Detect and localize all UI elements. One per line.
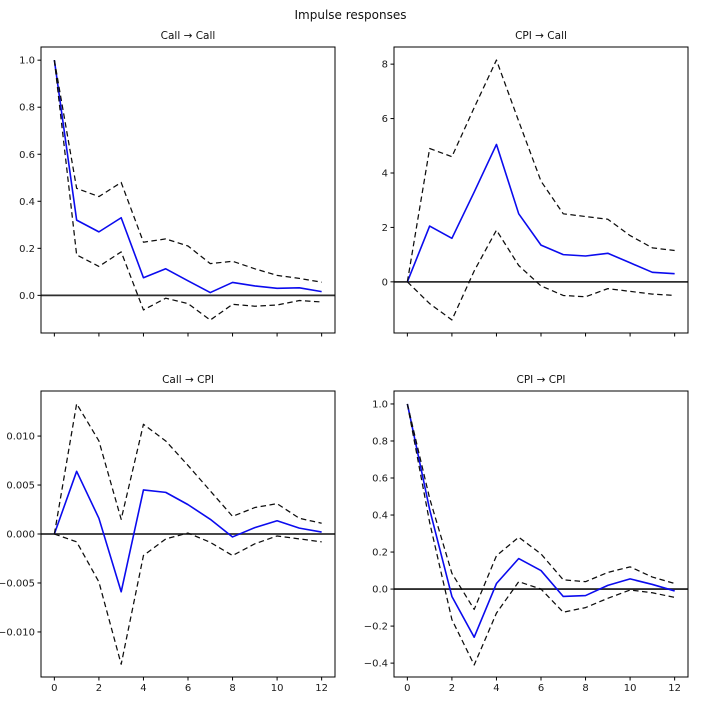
panel-cpi-to-cpi: 0 2 4 6 8 10 12 −0.4 −0.2 0.0 0.2 0.4 0.6 0.8 1.0 [364, 390, 689, 694]
x-tick-label: 10 [271, 683, 284, 694]
y-tick-label: 0.8 [372, 436, 388, 447]
ci-upper-line [406, 403, 675, 611]
subplot-title-cpi-cpi: CPI → CPI [516, 374, 566, 386]
ci-upper-line [53, 403, 322, 535]
subplot-title-cpi-call: CPI → Call [515, 30, 567, 42]
subplot-title-call-call: Call → Call [160, 30, 216, 42]
y-tick-label: 0 [382, 277, 388, 288]
y-tick-label: 0.0 [372, 585, 388, 596]
y-tick-label: 6 [382, 114, 388, 125]
x-tick-label: 10 [624, 683, 637, 694]
ci-lower-line [53, 60, 322, 321]
irf-line [53, 470, 322, 593]
panel-call-to-cpi: 0 2 4 6 8 10 12 −0.010 −0.005 0.000 0.005 0.010 [0, 390, 336, 694]
x-tick-label: 0 [404, 683, 410, 694]
x-tick-label: 12 [315, 683, 328, 694]
subplot-title-call-cpi: Call → CPI [162, 374, 214, 386]
ci-lower-line [54, 532, 322, 665]
irf-line [406, 143, 675, 283]
x-tick-label: 8 [582, 683, 588, 694]
y-tick-label: 0.2 [19, 244, 35, 255]
x-tick-label: 8 [229, 683, 235, 694]
irf-line [406, 403, 675, 639]
ci-lower-line [406, 229, 675, 321]
x-tick-label: 2 [96, 683, 102, 694]
axis-frame [393, 46, 689, 334]
y-tick-label: −0.2 [364, 622, 388, 633]
x-tick-label: 6 [538, 683, 544, 694]
panel-call-to-call: 0.0 0.2 0.4 0.6 0.8 1.0 [19, 46, 336, 337]
y-tick-label: 0.6 [19, 150, 35, 161]
y-tick-label: 1.0 [372, 399, 388, 410]
y-tick-label: 0.010 [6, 432, 35, 443]
x-tick-label: 4 [140, 683, 146, 694]
y-tick-label: 0.8 [19, 103, 35, 114]
y-tick-label: 8 [382, 60, 388, 71]
panel-cpi-to-call: 0 2 4 6 8 [382, 46, 689, 337]
y-tick-label: 1.0 [19, 56, 35, 67]
y-tick-label: 0.6 [372, 474, 388, 485]
y-tick-label: 0.0 [19, 291, 35, 302]
y-tick-label: −0.4 [364, 659, 388, 670]
x-tick-label: 2 [449, 683, 455, 694]
figure-title: Impulse responses [294, 8, 407, 22]
x-tick-label: 12 [668, 683, 681, 694]
y-tick-label: 0.000 [6, 530, 35, 541]
ci-upper-line [53, 60, 322, 283]
x-tick-label: 0 [51, 683, 57, 694]
ci-lower-line [406, 403, 675, 666]
y-tick-label: 0.005 [6, 481, 35, 492]
y-tick-label: −0.010 [0, 627, 35, 638]
y-tick-label: 0.4 [372, 511, 388, 522]
y-tick-label: 0.2 [372, 548, 388, 559]
ci-upper-line [406, 59, 675, 282]
y-tick-label: −0.005 [0, 578, 35, 589]
x-tick-label: 6 [185, 683, 191, 694]
x-tick-label: 4 [493, 683, 499, 694]
axis-frame [40, 46, 336, 334]
irf-line [53, 60, 322, 294]
y-tick-label: 2 [382, 223, 388, 234]
y-tick-label: 0.4 [19, 197, 35, 208]
y-tick-label: 4 [382, 168, 388, 179]
axis-frame [393, 390, 689, 678]
